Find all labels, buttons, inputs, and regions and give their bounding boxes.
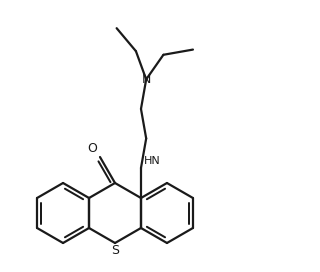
- Text: S: S: [111, 244, 119, 257]
- Text: O: O: [87, 142, 97, 155]
- Text: HN: HN: [144, 156, 161, 166]
- Text: N: N: [141, 73, 151, 86]
